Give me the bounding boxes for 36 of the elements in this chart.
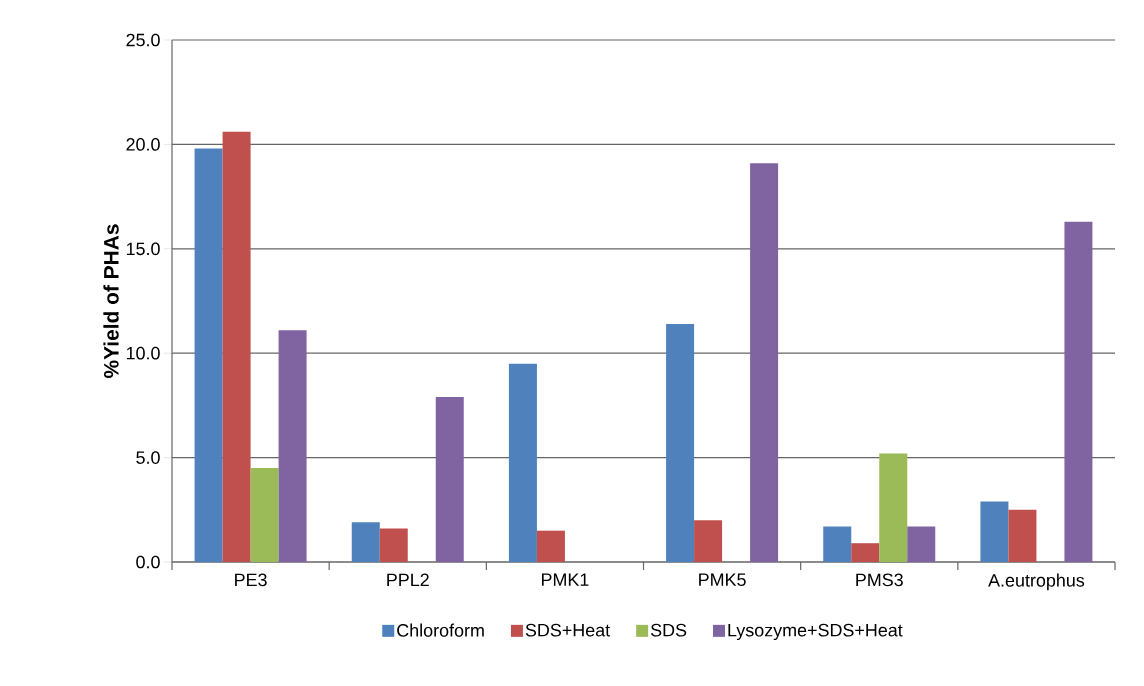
- x-tick-label: PE3: [235, 573, 267, 587]
- bar: [379, 528, 408, 562]
- bar: [536, 530, 565, 562]
- bar: [222, 131, 251, 562]
- bar: [1008, 509, 1037, 562]
- bar: [823, 526, 852, 562]
- bar: [980, 501, 1009, 562]
- bar: [666, 323, 695, 562]
- x-tick-label: PPL2: [387, 573, 429, 587]
- bar: [278, 330, 307, 562]
- bar: [435, 397, 464, 562]
- legend-label: Lysozyme+SDS+Heat: [728, 623, 903, 641]
- y-axis-title: %Yield of PHAs: [103, 224, 119, 378]
- x-tick-label: PMS3: [856, 573, 903, 587]
- x-tick-label: PMK5: [699, 573, 746, 587]
- legend-label: SDS: [650, 623, 687, 637]
- bar: [508, 363, 537, 562]
- bar: [351, 522, 380, 562]
- bar: [250, 468, 279, 562]
- y-tick-label: 25.0: [126, 33, 160, 47]
- x-tick-label: PMK1: [541, 573, 589, 586]
- bar: [907, 526, 936, 562]
- legend-label: Chloroform: [397, 623, 484, 637]
- legend-label: SDS+Heat: [525, 623, 611, 637]
- bar: [1064, 221, 1093, 562]
- bar: [879, 453, 908, 562]
- y-tick-label: 10.0: [126, 346, 160, 360]
- x-tick-label: A.eutrophus: [988, 573, 1085, 591]
- y-tick-label: 5.0: [136, 451, 160, 464]
- bar: [750, 163, 779, 562]
- bar: [694, 520, 723, 562]
- y-tick-label: 20.0: [126, 138, 160, 151]
- y-tick-label: 15.0: [126, 242, 160, 256]
- y-tick-label: 0.0: [136, 555, 160, 569]
- bar: [851, 543, 880, 562]
- bar: [194, 148, 223, 562]
